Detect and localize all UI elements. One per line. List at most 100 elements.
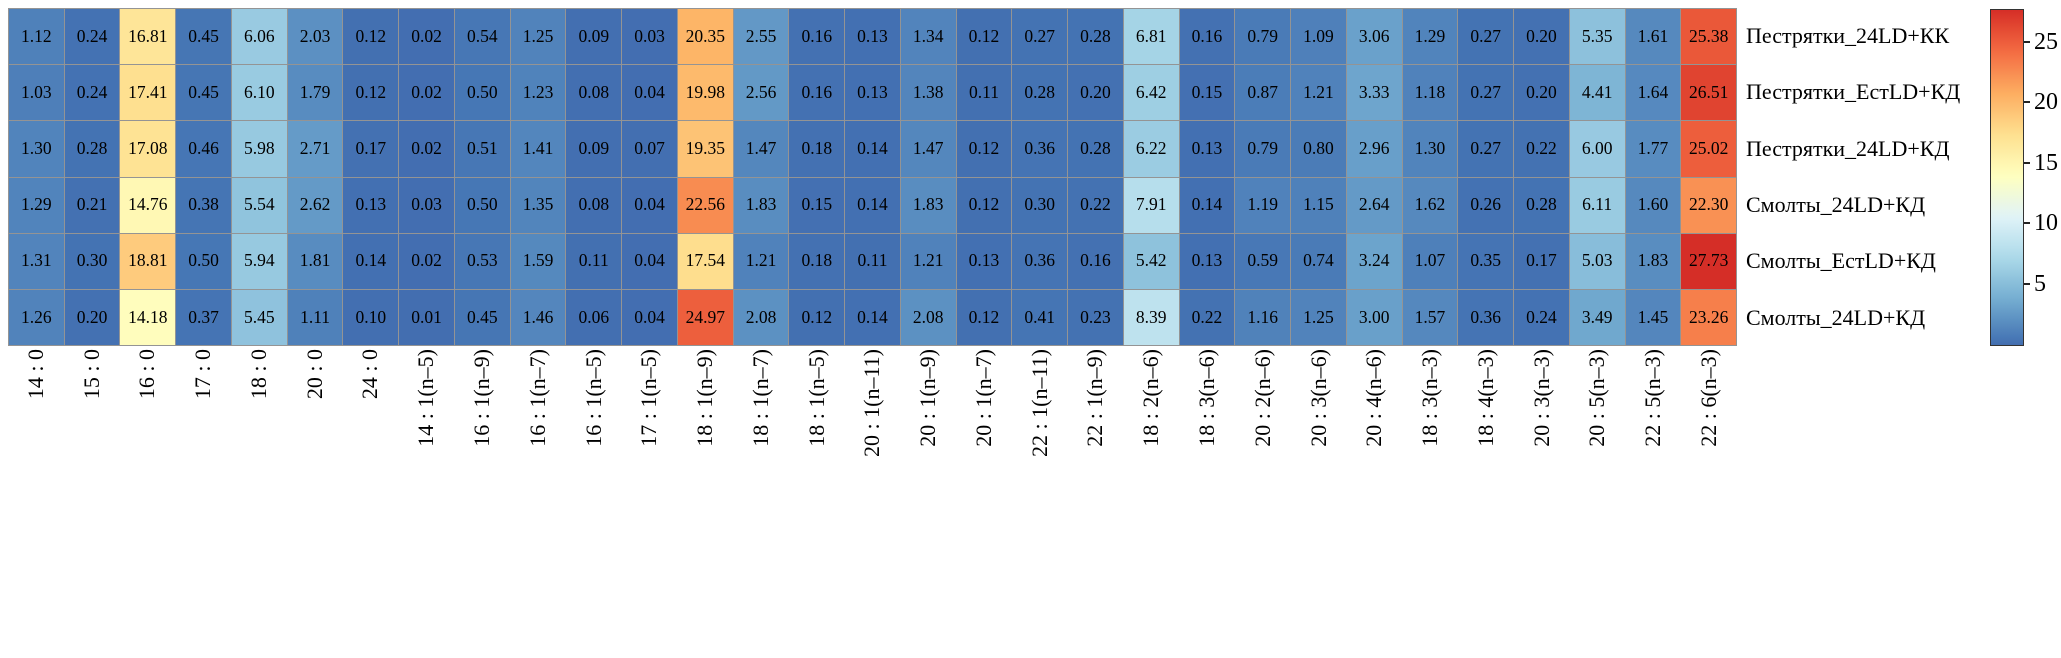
heatmap-cell: 0.17 — [1514, 233, 1569, 289]
column-label: 18 : 1(n–7) — [747, 349, 773, 447]
column-label: 18 : 2(n–6) — [1138, 349, 1164, 447]
heatmap-cell: 8.39 — [1123, 289, 1179, 345]
heatmap-cell: 5.42 — [1123, 233, 1179, 289]
heatmap-cell: 7.91 — [1123, 177, 1179, 233]
column-label: 18 : 3(n–3) — [1417, 349, 1443, 447]
heatmap-cell: 0.03 — [622, 9, 677, 65]
heatmap-cell: 0.09 — [566, 121, 622, 177]
column-label-cell: 22 : 6(n–3) — [1681, 349, 1737, 654]
column-label: 17 : 1(n–5) — [636, 349, 662, 447]
heatmap-cell: 1.83 — [733, 177, 789, 233]
heatmap-cell: 0.15 — [1179, 65, 1235, 121]
column-label: 20 : 3(n–3) — [1528, 349, 1554, 447]
heatmap-cell: 0.06 — [566, 289, 622, 345]
column-label-cell: 20 : 3(n–3) — [1514, 349, 1570, 654]
colorbar-tick-mark — [2024, 40, 2030, 43]
column-label-cell: 14 : 1(n–5) — [398, 349, 454, 654]
heatmap-cell: 0.46 — [176, 121, 231, 177]
heatmap-cell: 0.36 — [1012, 233, 1068, 289]
heatmap-cell: 0.30 — [64, 233, 120, 289]
heatmap-cell: 0.02 — [399, 233, 454, 289]
column-label: 16 : 1(n–5) — [580, 349, 606, 447]
heatmap-cell: 0.13 — [343, 177, 399, 233]
column-label-cell: 20 : 2(n–6) — [1235, 349, 1291, 654]
heatmap-cell: 0.20 — [1514, 9, 1569, 65]
heatmap-cell: 0.04 — [622, 177, 677, 233]
column-label: 20 : 1(n–7) — [970, 349, 996, 447]
heatmap-cell: 6.81 — [1123, 9, 1179, 65]
column-label-cell: 16 : 1(n–5) — [566, 349, 622, 654]
heatmap-cell: 6.11 — [1569, 177, 1625, 233]
heatmap-cell: 0.24 — [1514, 289, 1569, 345]
column-label-cell: 20 : 1(n–7) — [956, 349, 1012, 654]
heatmap-cell: 1.38 — [900, 65, 956, 121]
heatmap-cell: 1.59 — [510, 233, 566, 289]
heatmap-cell: 0.50 — [176, 233, 231, 289]
heatmap-cell: 1.57 — [1402, 289, 1458, 345]
heatmap-cell: 17.54 — [677, 233, 733, 289]
heatmap-cell: 0.22 — [1179, 289, 1235, 345]
heatmap-cell: 1.41 — [510, 121, 566, 177]
heatmap-cell: 1.09 — [1291, 9, 1346, 65]
heatmap-cell: 5.45 — [231, 289, 287, 345]
heatmap-cell: 0.50 — [454, 177, 510, 233]
column-label-cell: 14 : 0 — [8, 349, 64, 654]
column-label-cell: 18 : 3(n–6) — [1179, 349, 1235, 654]
column-label: 15 : 0 — [78, 349, 104, 400]
column-label-cell: 20 : 4(n–6) — [1347, 349, 1403, 654]
column-label-cell: 15 : 0 — [64, 349, 120, 654]
heatmap-cell: 0.79 — [1235, 9, 1291, 65]
heatmap-cell: 0.11 — [566, 233, 622, 289]
heatmap-cell: 0.28 — [64, 121, 120, 177]
heatmap-cell: 2.08 — [900, 289, 956, 345]
heatmap-cell: 2.71 — [287, 121, 343, 177]
heatmap-cell: 17.08 — [120, 121, 176, 177]
heatmap-cell: 0.14 — [1179, 177, 1235, 233]
heatmap-cell: 1.77 — [1625, 121, 1681, 177]
heatmap-cell: 1.16 — [1235, 289, 1291, 345]
heatmap-cell: 1.21 — [1291, 65, 1346, 121]
heatmap-cell: 0.14 — [343, 233, 399, 289]
row-label: Пестрятки_24LD+КД — [1746, 135, 1950, 161]
heatmap-cell: 1.62 — [1402, 177, 1458, 233]
heatmap-cell: 1.29 — [9, 177, 64, 233]
column-label: 22 : 6(n–3) — [1696, 349, 1721, 447]
heatmap-cell: 2.55 — [733, 9, 789, 65]
heatmap-cell: 0.20 — [1068, 65, 1123, 121]
column-label: 20 : 4(n–6) — [1361, 349, 1387, 447]
heatmap-cell: 5.54 — [231, 177, 287, 233]
heatmap-cell: 23.26 — [1681, 289, 1736, 345]
heatmap-cell: 16.81 — [120, 9, 176, 65]
column-label: 18 : 1(n–9) — [692, 349, 718, 447]
heatmap-cell: 0.74 — [1291, 233, 1346, 289]
heatmap-cell: 1.15 — [1291, 177, 1346, 233]
heatmap-cell: 1.29 — [1402, 9, 1458, 65]
heatmap-cell: 0.13 — [1179, 233, 1235, 289]
heatmap-cell: 1.60 — [1625, 177, 1681, 233]
heatmap-cell: 2.64 — [1346, 177, 1402, 233]
heatmap-cell: 17.41 — [120, 65, 176, 121]
column-label: 20 : 1(n–11) — [859, 349, 885, 457]
heatmap-cell: 0.28 — [1012, 65, 1068, 121]
heatmap-cell: 0.41 — [1012, 289, 1068, 345]
heatmap-cell: 0.20 — [1514, 65, 1569, 121]
heatmap-cell: 0.13 — [956, 233, 1012, 289]
column-label-cell: 18 : 2(n–6) — [1123, 349, 1179, 654]
heatmap-cell: 14.76 — [120, 177, 176, 233]
heatmap-cell: 0.20 — [64, 289, 120, 345]
heatmap-cell: 1.61 — [1625, 9, 1681, 65]
heatmap-cell: 24.97 — [677, 289, 733, 345]
column-label-cell: 22 : 1(n–11) — [1012, 349, 1068, 654]
heatmap-cell: 0.59 — [1235, 233, 1291, 289]
heatmap-cell: 25.38 — [1681, 9, 1736, 65]
heatmap-cell: 2.62 — [287, 177, 343, 233]
heatmap-cell: 0.36 — [1012, 121, 1068, 177]
heatmap-cell: 0.12 — [956, 177, 1012, 233]
heatmap-cell: 0.22 — [1068, 177, 1123, 233]
heatmap-cell: 1.23 — [510, 65, 566, 121]
column-label: 20 : 2(n–6) — [1249, 349, 1275, 447]
heatmap-cell: 0.07 — [622, 121, 677, 177]
heatmap-cell: 1.12 — [9, 9, 64, 65]
heatmap-cell: 0.27 — [1012, 9, 1068, 65]
heatmap-cell: 0.04 — [622, 65, 677, 121]
